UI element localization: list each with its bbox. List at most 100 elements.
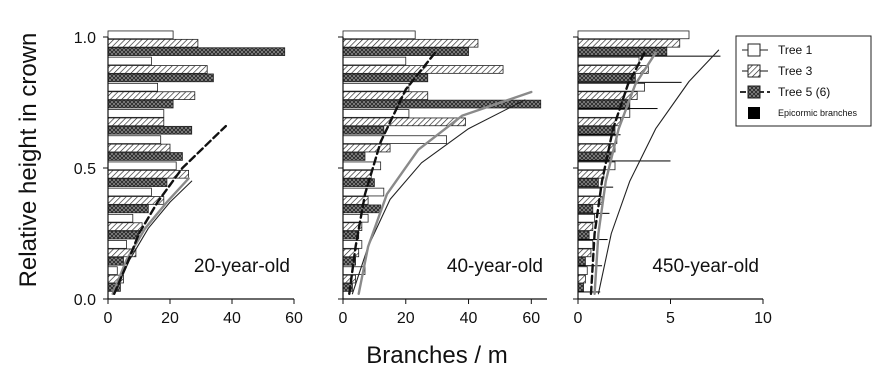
bar xyxy=(577,30,690,40)
legend-label-tree-3: Tree 3 xyxy=(778,64,813,78)
bar xyxy=(107,65,208,74)
bar xyxy=(342,213,369,223)
x-tick-label: 10 xyxy=(754,310,772,327)
bar xyxy=(342,109,410,118)
bar xyxy=(107,56,152,66)
bar xyxy=(107,256,124,266)
bar xyxy=(342,117,466,127)
epicormic-bar xyxy=(578,55,721,57)
bar xyxy=(577,230,590,240)
epicormic-bar xyxy=(578,108,658,110)
bar xyxy=(107,82,158,92)
legend-swatch-open xyxy=(747,43,761,57)
x-tick-label: 60 xyxy=(285,310,303,327)
bar xyxy=(107,222,143,231)
bar xyxy=(107,109,165,118)
bar xyxy=(342,73,429,83)
epicormic-bar xyxy=(578,212,610,214)
x-tick-label: 0 xyxy=(104,310,113,327)
bar xyxy=(107,99,174,109)
bar xyxy=(107,178,168,187)
bar xyxy=(342,47,469,56)
legend: Tree 1 Tree 3 Tree 5 (6) Epicormic branc… xyxy=(735,35,872,127)
bar xyxy=(342,30,416,40)
bar xyxy=(577,125,616,135)
panel-label: 40-year-old xyxy=(447,256,543,277)
x-tick-label: 0 xyxy=(339,310,348,327)
panel-2: 0 20 40 60 40-year-old xyxy=(338,30,547,327)
bar xyxy=(342,187,385,197)
bar xyxy=(342,240,363,249)
bar xyxy=(107,125,193,135)
bar xyxy=(107,196,165,205)
bar xyxy=(107,143,171,153)
bar xyxy=(577,274,586,284)
legend-entry-tree-5: Tree 5 (6) xyxy=(740,85,830,99)
y-tick-label: 0.0 xyxy=(74,292,96,309)
curve-gray xyxy=(111,177,190,295)
y-tick-label: 0.5 xyxy=(74,161,96,178)
bar xyxy=(577,283,584,292)
legend-swatch-crosshatch xyxy=(747,85,761,99)
legend-entry-tree-1: Tree 1 xyxy=(742,43,813,57)
bar xyxy=(577,73,636,83)
legend-label-epicormic: Epicormic branches xyxy=(778,108,858,118)
x-tick-label: 40 xyxy=(223,310,241,327)
bar xyxy=(577,248,592,258)
x-axis-title: Branches / m xyxy=(366,342,507,369)
bar xyxy=(342,91,429,100)
epicormic-bar xyxy=(578,239,608,241)
bar xyxy=(107,91,196,100)
panel-label: 450-year-old xyxy=(652,256,759,277)
panel-label: 20-year-old xyxy=(194,256,290,277)
legend-label-tree-1: Tree 1 xyxy=(778,43,813,57)
epicormic-bar xyxy=(578,160,671,162)
curve-dashed xyxy=(113,124,227,295)
bar xyxy=(342,274,356,284)
bar xyxy=(342,125,385,135)
panels: 0 20 40 60 0.0 0.5 1.0 20-year-old 0 20 40 60 40-yea… xyxy=(74,30,772,327)
x-tick-label: 20 xyxy=(397,310,415,327)
bar xyxy=(577,169,605,179)
bar xyxy=(577,222,594,231)
bar xyxy=(342,56,407,66)
bar xyxy=(107,161,177,171)
y-tick-label: 1.0 xyxy=(74,30,96,47)
bar xyxy=(107,230,140,240)
x-tick-label: 40 xyxy=(460,310,478,327)
bar xyxy=(107,73,214,83)
bar xyxy=(342,169,372,179)
epicormic-bar xyxy=(578,134,621,136)
curve-thin xyxy=(597,49,720,295)
bar xyxy=(107,240,128,249)
panel-1: 0 20 40 60 0.0 0.5 1.0 20-year-old xyxy=(74,30,303,327)
bar xyxy=(342,152,366,161)
bar xyxy=(107,152,183,161)
bar xyxy=(577,109,631,118)
curve-dashed xyxy=(348,48,439,295)
bar xyxy=(107,266,118,275)
legend-swatch-solid xyxy=(748,107,760,119)
bar xyxy=(577,38,681,48)
bar xyxy=(577,187,601,197)
bar xyxy=(577,91,638,100)
y-axis-title: Relative height in crown xyxy=(15,33,42,288)
bar xyxy=(342,143,391,153)
bar xyxy=(107,38,199,48)
curve-dashed xyxy=(589,51,646,295)
x-tick-label: 0 xyxy=(574,310,583,327)
bar xyxy=(107,30,174,40)
legend-entry-epicormic: Epicormic branches xyxy=(748,107,858,119)
bar xyxy=(577,56,640,66)
x-tick-label: 60 xyxy=(522,310,540,327)
bar xyxy=(107,135,162,144)
bar xyxy=(577,240,594,249)
bar xyxy=(107,117,165,127)
bar xyxy=(342,82,410,92)
bar xyxy=(577,178,599,187)
bar xyxy=(107,204,149,214)
x-tick-label: 5 xyxy=(666,310,675,327)
epicormic-bar xyxy=(578,186,614,188)
panel-3: 0 5 10 450-year-old xyxy=(573,30,772,327)
